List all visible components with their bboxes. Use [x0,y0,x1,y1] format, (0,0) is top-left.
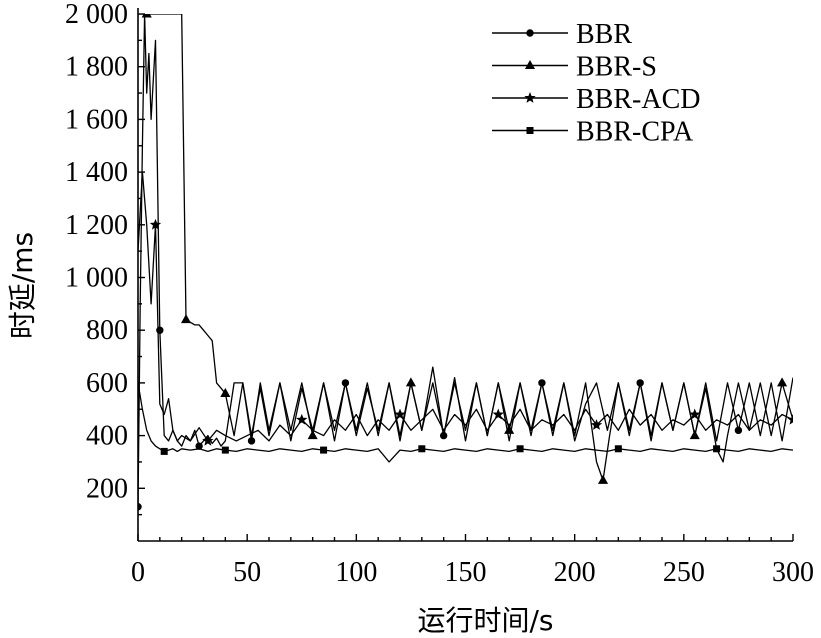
y-axis-title: 时延/ms [6,232,39,339]
series-bbr-acd [138,171,793,446]
data-point-bbr-acd [492,408,504,420]
data-point-bbr-s [307,430,318,440]
y-tick-label: 2 000 [65,0,128,30]
y-tick-label: 400 [86,421,128,452]
y-tick-label: 600 [86,368,128,399]
data-point-bbr-cpa [221,446,229,454]
data-point-bbr-acd [296,413,308,425]
data-point-bbr-cpa [614,445,622,453]
y-tick-label: 1 000 [65,263,128,294]
data-point-bbr-acd [202,434,214,446]
axes: 200 400 600 800 1 000 1 200 1 400 1 600 1 800 2 0… [65,0,814,588]
data-point-bbr-cpa [516,445,524,453]
legend-label: BBR-S [576,52,657,83]
data-point-bbr-s [141,14,152,18]
x-tick-label: 250 [663,557,705,588]
y-tick-label: 200 [86,473,128,504]
series-bbr-cpa [138,382,793,463]
x-tick-label: 50 [233,557,261,588]
data-point-bbr-acd [787,413,793,425]
legend-entry-bbr-acd: BBR-ACD [492,84,700,115]
y-tick-label: 1 400 [65,157,128,188]
data-point-bbr-cpa [713,445,721,453]
series-bbr-s [138,14,793,484]
data-point-bbr-acd [394,408,406,420]
legend-label: BBR [576,19,632,50]
data-point-bbr-s [597,474,609,484]
x-axis-title: 运行时间/s [417,604,553,637]
legend-marker-bbr-s [524,59,536,69]
data-point-bbr-cpa [418,445,426,453]
data-point-bbr-s [405,377,416,387]
data-point-bbr-cpa [160,447,168,455]
legend-marker-bbr-acd [524,92,536,103]
legend-marker-bbr-cpa [526,127,534,134]
series-line-bbr-s [138,14,793,482]
data-point-bbr-acd [590,419,603,430]
y-tick-label: 1 200 [65,210,128,241]
x-tick-label: 100 [335,557,377,588]
series-line-bbr-cpa [138,382,793,463]
legend-label: BBR-CPA [576,117,694,148]
x-tick-label: 0 [131,557,145,588]
legend-label: BBR-ACD [576,84,700,115]
data-point-bbr-s [777,377,788,387]
legend-entry-bbr: BBR [492,19,632,50]
data-point-bbr-s [220,387,231,397]
x-tick-label: 150 [445,557,487,588]
legend-entry-bbr-s: BBR-S [492,52,657,83]
data-point-bbr-s [689,430,700,440]
legend-marker-bbr [526,29,534,37]
series-line-bbr-acd [138,171,793,442]
x-tick-label: 300 [772,557,814,588]
data-point-bbr [734,426,743,435]
legend-entry-bbr-cpa: BBR-CPA [492,117,694,148]
data-point-bbr [247,437,256,445]
y-tick-label: 800 [86,315,128,346]
y-tick-label: 1 800 [65,52,128,83]
data-point-bbr-cpa [320,446,328,454]
y-tick-label: 1 600 [65,104,128,135]
data-point-bbr-acd [149,218,162,230]
x-tick-label: 200 [554,557,596,588]
data-point-bbr-s [180,314,192,324]
data-point-bbr-s [504,424,515,434]
data-point-bbr-acd [689,408,701,420]
